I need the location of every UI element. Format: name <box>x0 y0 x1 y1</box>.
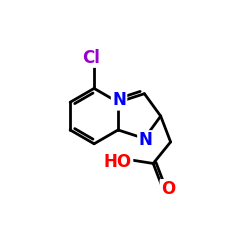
Text: N: N <box>138 132 152 150</box>
Text: HO: HO <box>104 153 132 171</box>
Text: O: O <box>161 180 175 198</box>
Text: Cl: Cl <box>82 48 100 66</box>
Text: N: N <box>112 91 126 109</box>
